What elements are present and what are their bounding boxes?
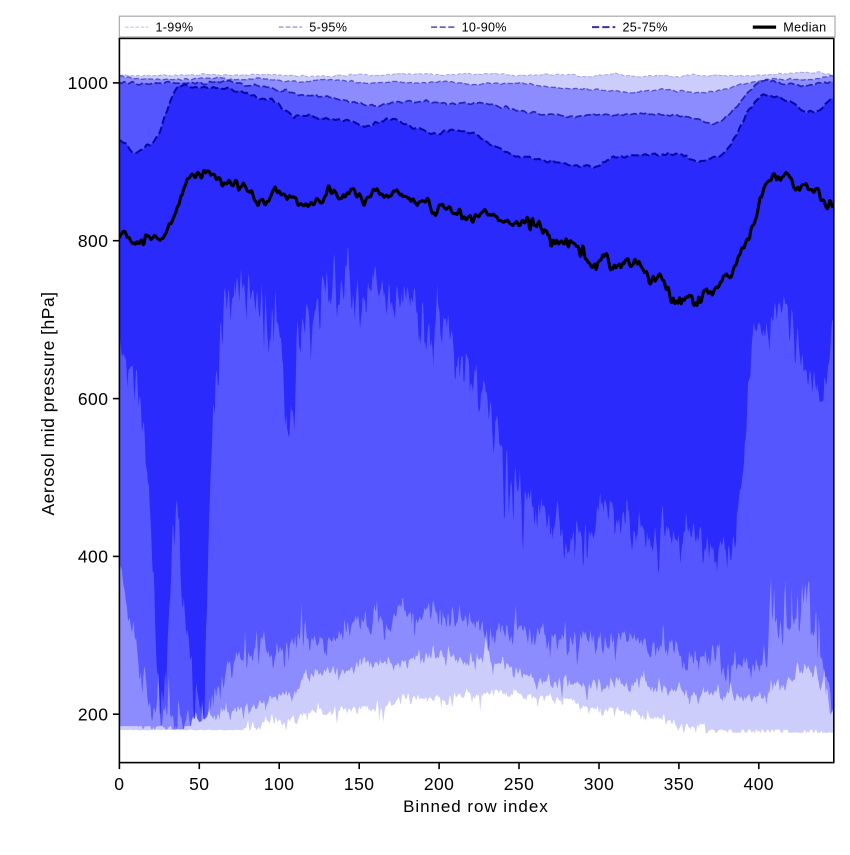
svg-text:200: 200 (424, 774, 455, 794)
svg-text:100: 100 (264, 774, 295, 794)
svg-text:200: 200 (78, 705, 109, 725)
svg-text:5-95%: 5-95% (309, 21, 347, 35)
svg-text:600: 600 (78, 389, 109, 409)
svg-text:25-75%: 25-75% (623, 21, 668, 35)
svg-text:300: 300 (584, 774, 615, 794)
svg-text:10-90%: 10-90% (462, 21, 507, 35)
svg-text:Aerosol mid pressure [hPa]: Aerosol mid pressure [hPa] (38, 291, 58, 515)
svg-text:1000: 1000 (68, 73, 109, 93)
svg-text:Median: Median (783, 21, 826, 35)
svg-text:150: 150 (344, 774, 375, 794)
svg-text:0: 0 (114, 774, 124, 794)
svg-text:50: 50 (189, 774, 209, 794)
svg-text:350: 350 (664, 774, 695, 794)
svg-text:400: 400 (744, 774, 775, 794)
svg-text:Binned row index: Binned row index (403, 797, 549, 816)
svg-text:400: 400 (78, 547, 109, 567)
svg-text:250: 250 (504, 774, 535, 794)
svg-text:1-99%: 1-99% (156, 21, 194, 35)
svg-text:800: 800 (78, 231, 109, 251)
